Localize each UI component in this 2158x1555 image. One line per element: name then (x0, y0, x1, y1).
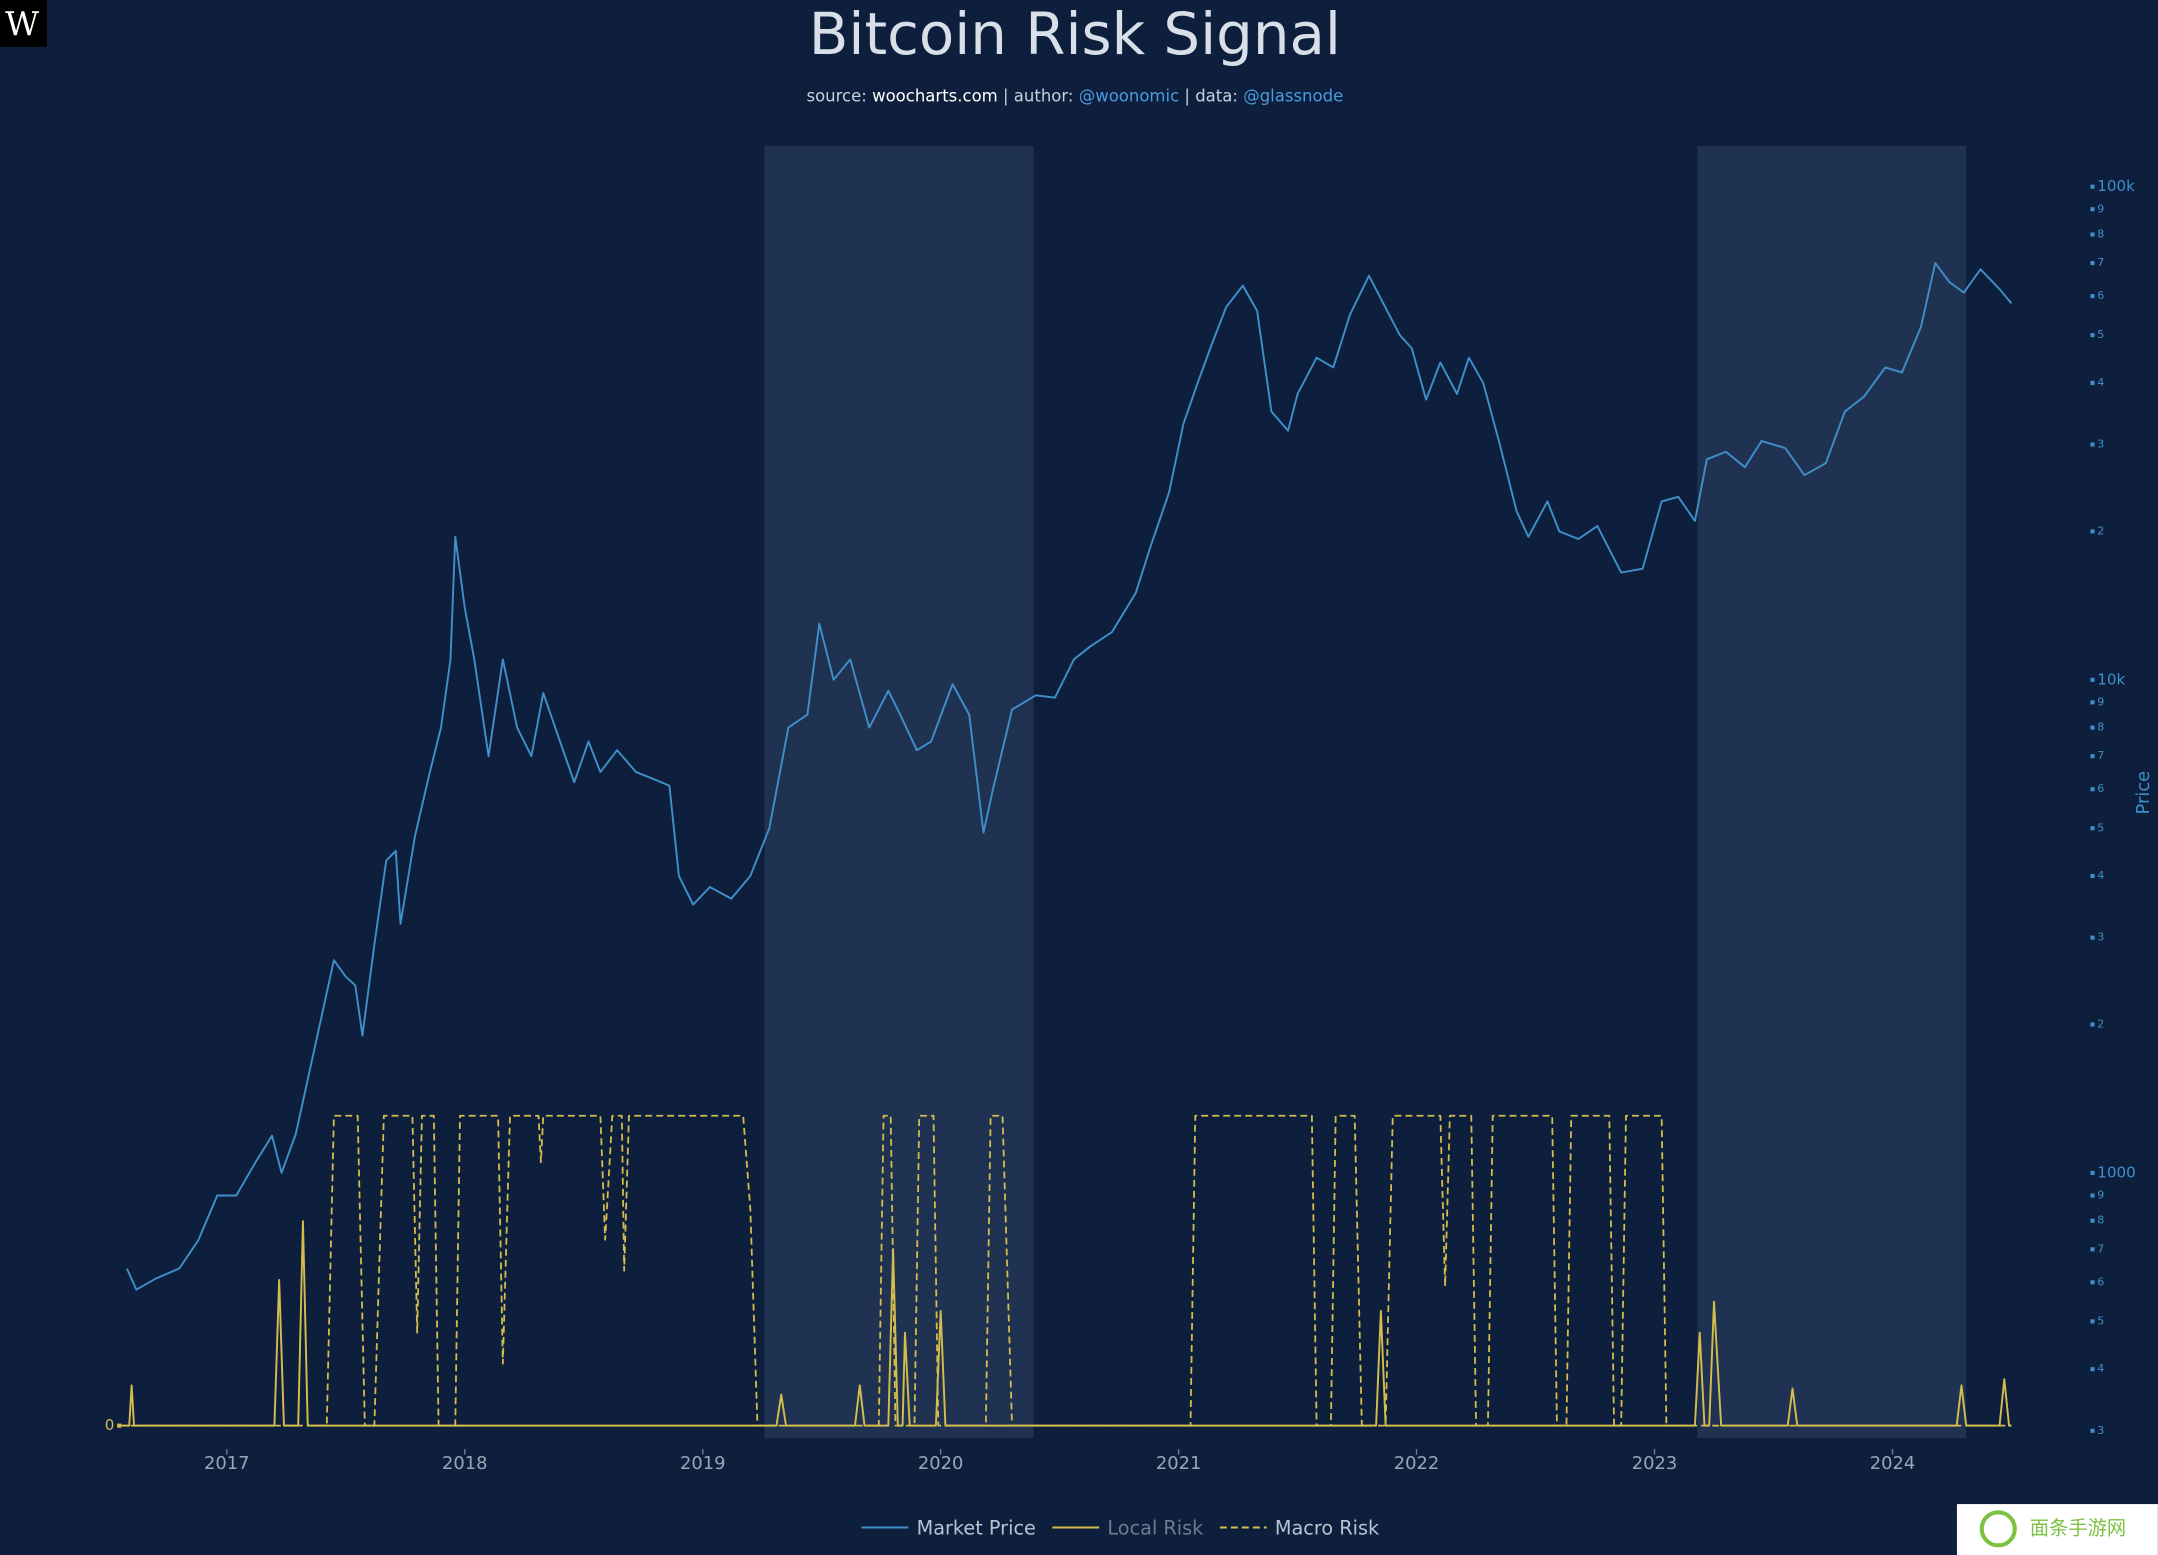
x-tick-label: 2022 (1394, 1453, 1440, 1474)
series-line (119, 1220, 2012, 1427)
y-tick-label: 7 (2097, 749, 2104, 762)
y-tick (2090, 935, 2095, 940)
subtitle: source: woocharts.com | author: @woonomi… (806, 86, 1343, 105)
y-tick (2090, 1280, 2095, 1285)
subtitle-part: @glassnode (1243, 86, 1343, 105)
y-tick (2090, 1193, 2095, 1198)
x-tick-label: 2024 (1870, 1453, 1916, 1474)
x-tick-label: 2021 (1156, 1453, 1202, 1474)
y-tick-label: 5 (2097, 1314, 2104, 1327)
x-tick-label: 2019 (680, 1453, 726, 1474)
watermark: 面条手游网 (2030, 1516, 2126, 1539)
watermark-icon (1979, 1510, 2017, 1548)
y-tick (2090, 725, 2095, 730)
y2-tick (117, 1423, 122, 1428)
logo-box (0, 0, 47, 47)
y-tick-label: 10k (2097, 670, 2125, 688)
y-tick (2090, 333, 2095, 338)
series-line (125, 262, 2013, 1291)
y-tick-label: 6 (2097, 782, 2104, 795)
y-tick (2090, 1247, 2095, 1252)
y-tick-label: 8 (2097, 227, 2104, 240)
series-line (119, 1114, 2012, 1427)
y-tick-label: 3 (2097, 931, 2104, 944)
y-tick-label: 1000 (2097, 1163, 2136, 1181)
y-tick-label: 5 (2097, 328, 2104, 341)
subtitle-part: source: (806, 86, 872, 105)
chart-title: Bitcoin Risk Signal (809, 0, 1341, 68)
y-tick-label: 3 (2097, 1424, 2104, 1437)
y-tick-label: 9 (2097, 695, 2104, 708)
y-tick (2090, 442, 2095, 447)
x-tick-label: 2017 (204, 1453, 250, 1474)
y-tick (2090, 294, 2095, 299)
y2-tick-label: 0 (105, 1416, 115, 1434)
y-tick (2090, 1218, 2095, 1223)
y-tick-label: 9 (2097, 202, 2104, 215)
subtitle-part: | data: (1179, 86, 1243, 105)
y-tick (2090, 207, 2095, 212)
logo: W (5, 4, 39, 43)
subtitle-part: woocharts.com (872, 86, 998, 105)
y-tick (2090, 826, 2095, 831)
y-tick-label: 8 (2097, 1214, 2104, 1227)
y-tick (2090, 1170, 2095, 1175)
y-tick (2090, 700, 2095, 705)
y-tick-label: 5 (2097, 821, 2104, 834)
y-tick-label: 4 (2097, 1362, 2104, 1375)
y-tick-label: 7 (2097, 1242, 2104, 1255)
y-axis-label: Price (2133, 771, 2154, 815)
y-tick (2090, 232, 2095, 237)
y-tick-label: 7 (2097, 256, 2104, 269)
y-tick (2090, 787, 2095, 792)
y-tick-label: 100k (2097, 177, 2135, 195)
y-tick-label: 6 (2097, 289, 2104, 302)
legend-label: Local Risk (1107, 1516, 1204, 1539)
y-tick-label: 4 (2097, 376, 2104, 389)
y-tick (2090, 1367, 2095, 1372)
y-tick-label: 2 (2097, 524, 2104, 537)
y-tick (2090, 529, 2095, 534)
y-tick-label: 9 (2097, 1188, 2104, 1201)
y-tick-label: 3 (2097, 438, 2104, 451)
y-tick (2090, 1022, 2095, 1027)
x-tick-label: 2020 (918, 1453, 964, 1474)
subtitle-part: | author: (998, 86, 1079, 105)
subtitle-part: @woonomic (1079, 86, 1179, 105)
y-tick-label: 2 (2097, 1017, 2104, 1030)
y-tick (2090, 184, 2095, 189)
shaded-range (1697, 145, 1967, 1439)
y-tick-label: 6 (2097, 1275, 2104, 1288)
x-tick-label: 2023 (1632, 1453, 1678, 1474)
y-tick (2090, 873, 2095, 879)
y-tick (2090, 1428, 2095, 1433)
y-tick-label: 8 (2097, 721, 2104, 734)
legend-label: Macro Risk (1275, 1516, 1380, 1539)
y-tick (2090, 261, 2095, 266)
x-tick-label: 2018 (442, 1453, 488, 1474)
y-tick (2090, 754, 2095, 759)
y-tick (2090, 380, 2095, 385)
y-tick-label: 4 (2097, 869, 2104, 882)
y-tick (2090, 1319, 2095, 1324)
y-tick (2090, 677, 2095, 682)
legend-label: Market Price (917, 1516, 1036, 1539)
